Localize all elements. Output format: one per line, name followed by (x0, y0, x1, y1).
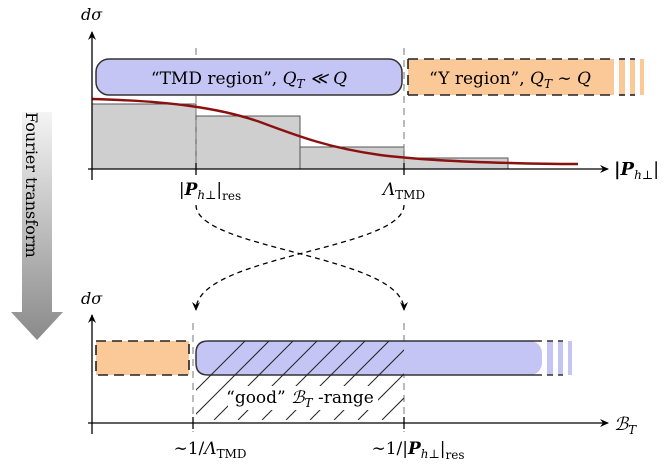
tmd-region-label: “TMD region”, QT ≪ Q (151, 69, 347, 91)
good-range-box (195, 340, 572, 376)
histogram-bar-2 (195, 115, 301, 170)
histogram-bar-1 (91, 103, 197, 170)
top-y-axis-label: dσ (81, 5, 103, 24)
y-region-label: “Y region”, QT ∼ Q (429, 69, 591, 91)
top-x-axis-label: |Ph⊥| (614, 159, 659, 182)
tick-label-inv-lambda: ∼1/ΛTMD (174, 439, 247, 461)
mapping-arrow-lambda-to-inv-lambda (192, 204, 405, 311)
bottom-x-axis-label: ℬT (614, 414, 637, 437)
y-region-rest: ∼ Q (552, 69, 591, 89)
tmd-region-q-sub: T (297, 77, 306, 91)
top-plot: “TMD region”, QT ≪ Q “Y region”, QT ∼ Q … (81, 5, 659, 203)
fourier-transform-label: Fourier transform (22, 112, 41, 258)
tmd-region-quote: “TMD region”, (151, 69, 283, 89)
tick-label-lambda: ΛTMD (381, 180, 425, 202)
cross-section-curve (91, 97, 579, 166)
y-region-box (407, 58, 644, 96)
mapping-arrows (192, 204, 408, 311)
tmd-region-rest: ≪ Q (305, 69, 348, 89)
tmd-region-box (95, 58, 403, 96)
mapping-arrow-res-to-inv-res (195, 204, 408, 311)
low-b-region-box (95, 340, 190, 376)
bottom-plot: “good” ℬT -range dσ ℬT ∼1/ΛTMD ∼1/|Ph⊥|r… (81, 289, 637, 462)
good-range-hatch (196, 341, 404, 420)
bottom-y-axis-label: dσ (81, 289, 103, 308)
fourier-transform-arrow: Fourier transform (11, 112, 63, 340)
y-region-quote: “Y region”, (429, 69, 530, 89)
tmd-region-q: Q (283, 69, 297, 89)
good-range-label: “good” ℬT -range (226, 388, 374, 410)
y-region-q: Q (530, 69, 544, 89)
tick-label-inv-res: ∼1/|Ph⊥|res (371, 439, 464, 462)
y-region-q-sub: T (544, 77, 553, 91)
tick-label-res: |Ph⊥|res (179, 180, 241, 203)
